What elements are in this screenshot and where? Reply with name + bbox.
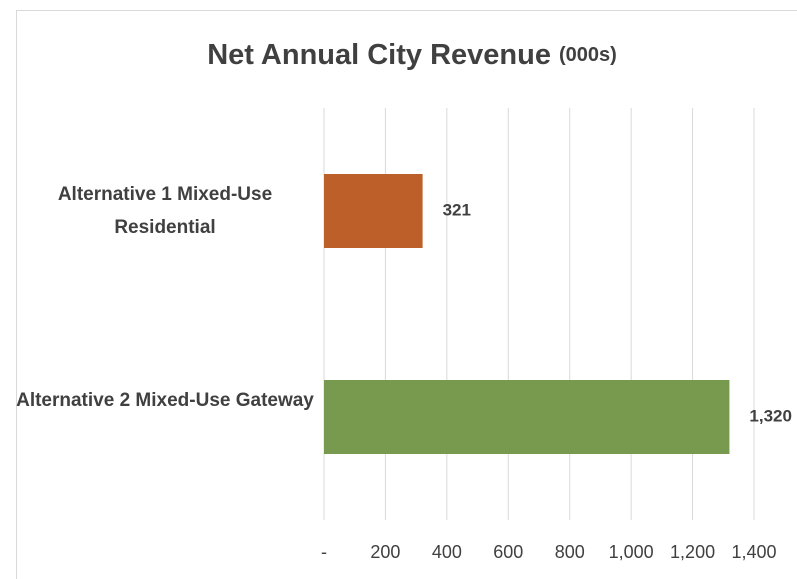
x-tick-label: - [321,542,327,562]
chart-border [16,10,797,579]
data-label: 1,320 [749,406,792,425]
chart-title-group: Net Annual City Revenue (000s) [207,39,617,71]
data-label: 321 [443,200,471,219]
bar [324,380,730,454]
chart-title: Net Annual City Revenue [207,39,551,71]
x-tick-label: 1,000 [609,542,654,562]
x-tick-label: 800 [555,542,585,562]
bar [324,174,423,248]
chart-subtitle: (000s) [559,44,617,66]
x-tick-label: 1,200 [670,542,715,562]
y-tick-label: Alternative 1 Mixed-Use Residential [57,184,273,238]
x-tick-label: 200 [370,542,400,562]
x-tick-label: 1,400 [731,542,776,562]
x-tick-label: 400 [432,542,462,562]
x-tick-label: 600 [493,542,523,562]
y-tick-label: Alternative 2 Mixed-Use Gateway [16,390,314,411]
